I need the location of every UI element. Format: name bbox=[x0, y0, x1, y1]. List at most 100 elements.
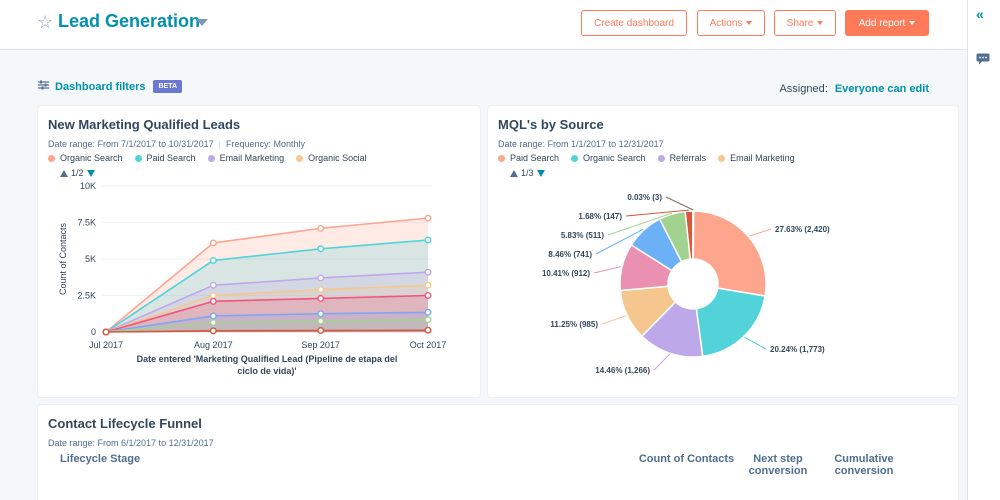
legend-item[interactable]: Email Marketing bbox=[718, 153, 795, 163]
series-area bbox=[106, 272, 428, 332]
data-point[interactable] bbox=[317, 327, 325, 335]
data-point[interactable] bbox=[317, 224, 325, 232]
slice-leader-line bbox=[601, 315, 627, 325]
assigned-value-link[interactable]: Everyone can edit bbox=[834, 83, 929, 95]
slice-leader-line bbox=[595, 228, 644, 255]
add-report-label: Add report bbox=[858, 17, 906, 29]
legend-swatch bbox=[571, 154, 579, 162]
slice-leader-line bbox=[625, 209, 689, 217]
actions-button[interactable]: Actions bbox=[697, 10, 765, 36]
legend-label: Email Marketing bbox=[219, 153, 285, 163]
data-point[interactable] bbox=[424, 326, 432, 334]
data-point[interactable] bbox=[424, 281, 432, 289]
y-axis-label: Count of Contacts bbox=[58, 222, 68, 295]
pie-slice[interactable] bbox=[692, 210, 767, 297]
data-point[interactable] bbox=[317, 310, 325, 318]
slice-leader-line bbox=[744, 336, 767, 350]
column-header-count[interactable]: Count of Contacts bbox=[638, 453, 735, 465]
favorite-star-icon[interactable]: ☆ bbox=[37, 12, 54, 32]
share-button[interactable]: Share bbox=[774, 10, 836, 36]
legend-item[interactable]: Organic Search bbox=[48, 153, 123, 163]
data-point[interactable] bbox=[209, 256, 217, 264]
report-subtitle: Date range: From 7/1/2017 to 10/31/2017 |… bbox=[48, 139, 306, 149]
legend-swatch bbox=[718, 154, 726, 162]
data-point[interactable] bbox=[317, 294, 325, 302]
report-title[interactable]: MQL's by Source bbox=[498, 117, 604, 132]
data-point[interactable] bbox=[209, 312, 217, 320]
legend-item[interactable]: Email Marketing bbox=[207, 153, 285, 163]
create-dashboard-label: Create dashboard bbox=[593, 17, 675, 29]
date-range: Date range: From 6/1/2017 to 12/31/2017 bbox=[48, 438, 214, 448]
column-header-lifecycle-stage[interactable]: Lifecycle Stage bbox=[60, 453, 141, 465]
legend-item[interactable]: Organic Social bbox=[296, 153, 367, 163]
legend-next-icon[interactable] bbox=[86, 169, 95, 177]
create-dashboard-button[interactable]: Create dashboard bbox=[581, 10, 687, 36]
series-line bbox=[105, 239, 429, 333]
data-point[interactable] bbox=[102, 328, 110, 336]
slice-leader-line bbox=[607, 212, 672, 236]
report-title[interactable]: Contact Lifecycle Funnel bbox=[48, 416, 202, 431]
column-header-next-step[interactable]: Next step conversion bbox=[748, 453, 808, 477]
legend-next-icon[interactable] bbox=[536, 169, 545, 177]
report-title[interactable]: New Marketing Qualified Leads bbox=[48, 117, 241, 132]
legend-prev-icon[interactable] bbox=[510, 169, 518, 177]
y-tick-label: 5K bbox=[85, 254, 96, 264]
filter-sliders-icon bbox=[38, 80, 49, 93]
legend-pager: 1/2 bbox=[60, 168, 95, 178]
legend-prev-icon[interactable] bbox=[60, 169, 68, 177]
slice-label: 1.68% (147) bbox=[578, 212, 622, 221]
add-report-button[interactable]: Add report bbox=[845, 10, 929, 36]
data-point[interactable] bbox=[424, 214, 432, 222]
pie-slice[interactable] bbox=[695, 287, 766, 358]
data-point[interactable] bbox=[317, 317, 325, 325]
legend-pager: 1/3 bbox=[510, 168, 545, 178]
report-card-new-mqls: New Marketing Qualified Leads Date range… bbox=[38, 106, 480, 397]
legend-swatch bbox=[134, 154, 142, 162]
data-point[interactable] bbox=[424, 316, 432, 324]
legend-label: Organic Social bbox=[308, 153, 367, 163]
legend-label: Email Marketing bbox=[730, 153, 795, 163]
legend-item[interactable]: Paid Search bbox=[134, 153, 196, 163]
data-point[interactable] bbox=[209, 297, 217, 305]
data-point[interactable] bbox=[317, 245, 325, 253]
legend-swatch bbox=[498, 154, 505, 162]
legend-swatch bbox=[207, 154, 215, 162]
comment-icon[interactable] bbox=[976, 52, 990, 68]
data-point[interactable] bbox=[424, 291, 432, 299]
data-point[interactable] bbox=[209, 291, 217, 299]
data-point[interactable] bbox=[209, 281, 217, 289]
x-tick-label: Sep 2017 bbox=[301, 340, 340, 350]
dashboard-filters-label[interactable]: Dashboard filters bbox=[55, 80, 146, 93]
series-line bbox=[105, 318, 429, 333]
column-header-cumulative[interactable]: Cumulative conversion bbox=[834, 453, 894, 477]
slice-leader-line bbox=[749, 228, 772, 237]
slice-leader-line bbox=[665, 196, 694, 211]
legend-swatch bbox=[296, 154, 304, 162]
data-point[interactable] bbox=[317, 274, 325, 282]
legend-item[interactable]: Organic Search bbox=[571, 153, 646, 163]
data-point[interactable] bbox=[424, 236, 432, 244]
data-point[interactable] bbox=[424, 268, 432, 276]
assigned-label: Assigned: bbox=[779, 83, 828, 95]
legend-item[interactable]: Referrals bbox=[657, 153, 707, 163]
legend-label: Referrals bbox=[669, 153, 707, 163]
legend-label: Paid Search bbox=[146, 153, 196, 163]
data-point[interactable] bbox=[209, 319, 217, 327]
series-line bbox=[105, 284, 429, 333]
data-point[interactable] bbox=[317, 286, 325, 294]
dashboard-filters[interactable]: Dashboard filters BETA bbox=[38, 80, 183, 93]
legend-page: 1/3 bbox=[521, 168, 534, 178]
dashboard-title[interactable]: Lead Generation bbox=[58, 11, 201, 31]
report-card-lifecycle-funnel: Contact Lifecycle Funnel Date range: Fro… bbox=[38, 405, 958, 500]
slice-leader-line bbox=[653, 353, 671, 371]
x-axis-label: ciclo de vida)' bbox=[237, 366, 296, 376]
legend-item[interactable]: Paid Search bbox=[498, 153, 559, 163]
collapse-double-chevron-icon[interactable]: « bbox=[976, 6, 984, 22]
data-point[interactable] bbox=[209, 239, 217, 247]
data-point[interactable] bbox=[209, 327, 217, 335]
pie-slice[interactable] bbox=[692, 210, 695, 260]
dashboard-switcher-caret-icon[interactable] bbox=[196, 19, 208, 26]
y-tick-label: 10K bbox=[80, 181, 96, 191]
chevron-down-icon bbox=[746, 21, 753, 25]
data-point[interactable] bbox=[424, 308, 432, 316]
